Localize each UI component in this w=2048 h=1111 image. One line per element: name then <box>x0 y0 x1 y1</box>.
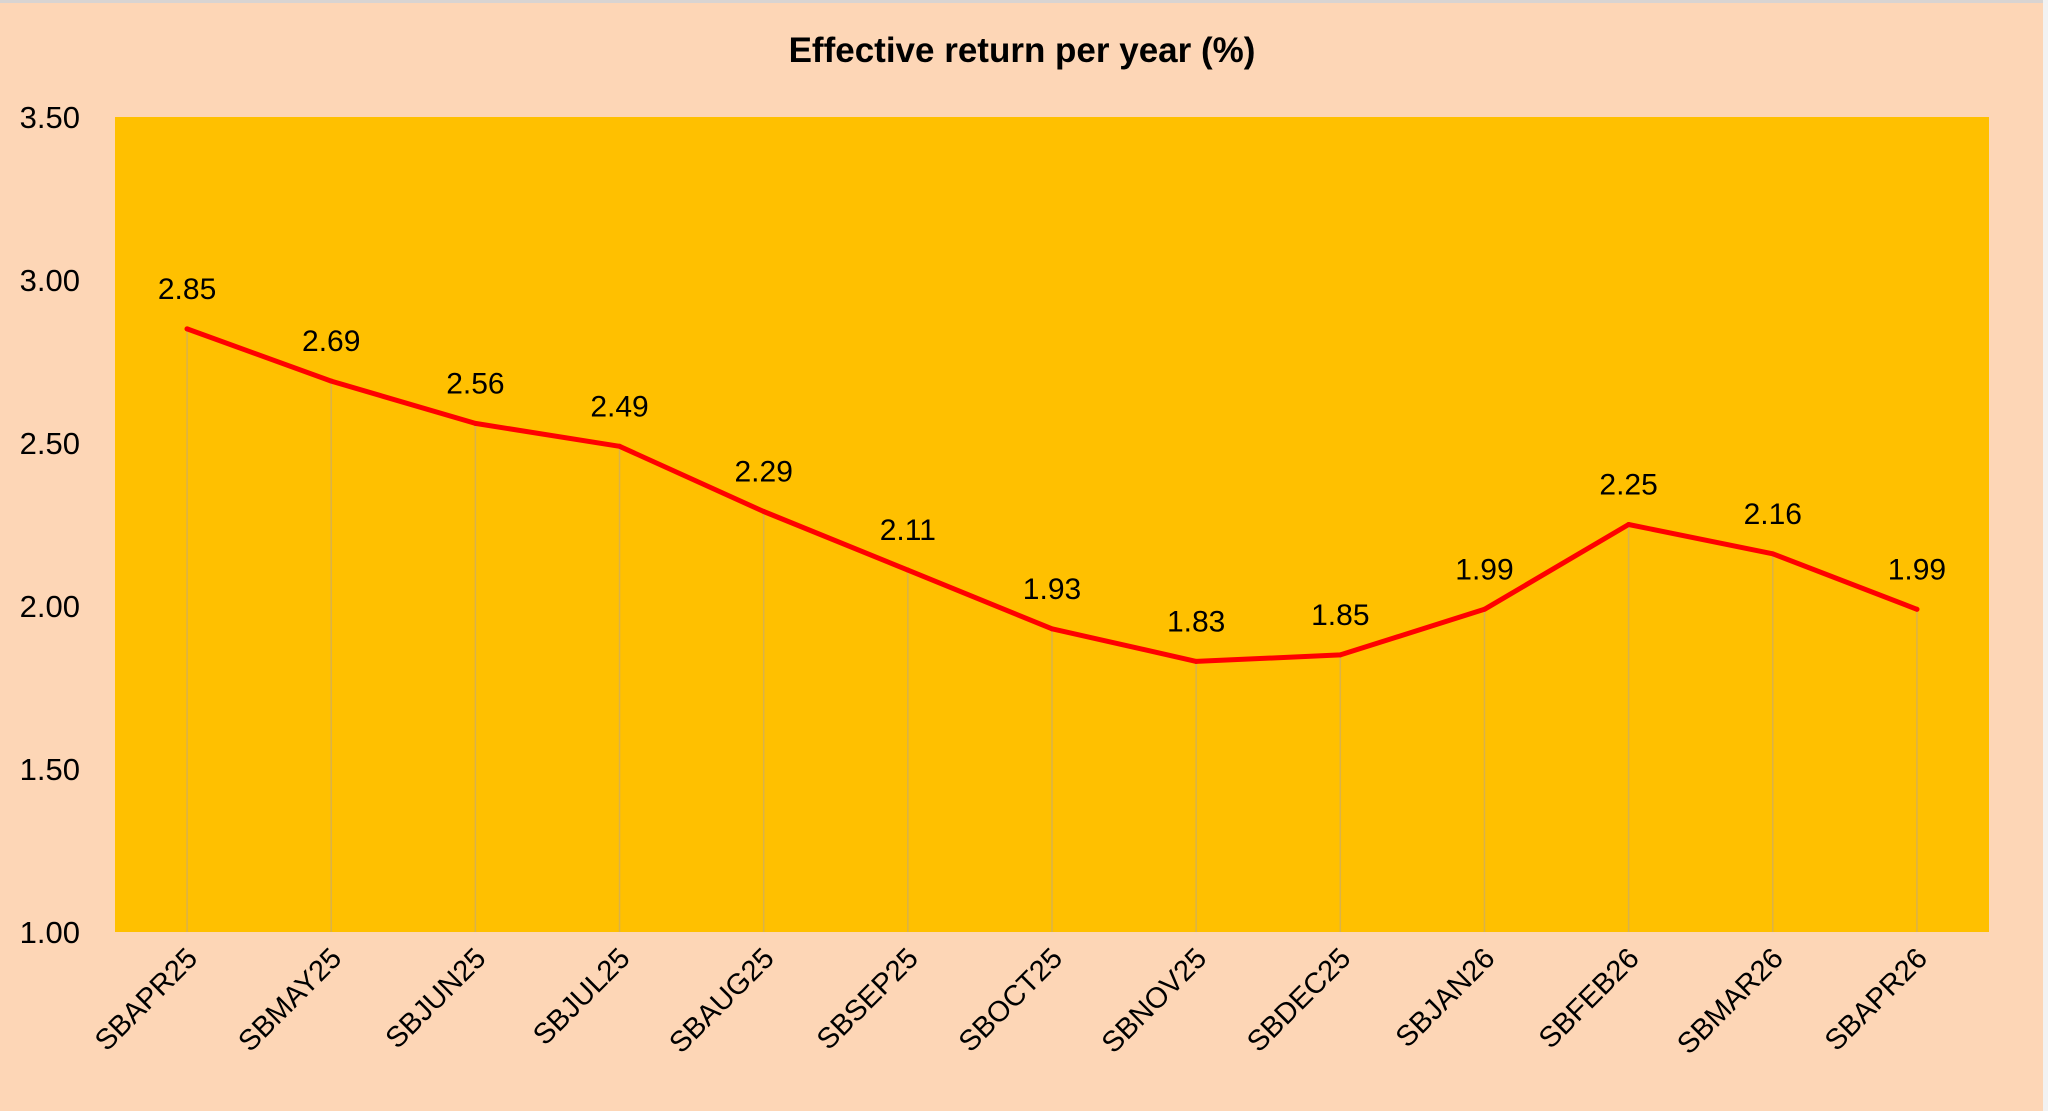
data-point <box>1626 522 1632 527</box>
data-labels: 2.85 2.69 2.56 2.49 2.29 2.11 1.93 1.83 1.85 1.99… <box>158 273 1946 664</box>
data-point <box>328 378 334 384</box>
data-label: 1.93 <box>1023 573 1081 606</box>
x-tick-label: SBFEB26 <box>1533 942 1646 1055</box>
data-point <box>472 420 478 426</box>
data-label: 1.99 <box>1888 553 1946 586</box>
data-point <box>905 567 911 573</box>
x-tick-label: SBDEC25 <box>1241 942 1357 1058</box>
data-point <box>761 508 767 514</box>
x-tick-label: SBSEP25 <box>811 942 925 1056</box>
x-tick-label: SBMAY25 <box>232 942 348 1058</box>
drop-lines <box>186 328 1918 932</box>
right-border <box>2043 0 2048 1111</box>
data-label: 2.25 <box>1599 469 1657 502</box>
top-border <box>0 0 2048 3</box>
data-point <box>1481 606 1487 612</box>
x-tick-label: SBJUL25 <box>527 942 636 1051</box>
x-tick-label: SBJUN25 <box>380 942 493 1055</box>
data-label: 2.29 <box>734 455 792 488</box>
chart-title: Effective return per year (%) <box>789 31 1256 70</box>
x-tick-label: SBMAR26 <box>1671 942 1789 1060</box>
data-label: 2.11 <box>880 514 936 547</box>
data-label: 2.69 <box>302 325 360 358</box>
data-label: 2.16 <box>1744 498 1802 531</box>
data-point <box>184 326 190 332</box>
data-point <box>1193 658 1199 664</box>
data-label: 2.56 <box>446 367 504 400</box>
data-point <box>1337 652 1343 658</box>
x-tick-label: SBOCT25 <box>953 942 1069 1058</box>
y-tick-label: 2.00 <box>20 589 80 624</box>
data-point <box>1914 606 1920 612</box>
data-point <box>617 443 623 449</box>
data-label: 1.85 <box>1311 599 1369 632</box>
data-label: 2.49 <box>590 390 648 423</box>
data-label: 1.99 <box>1455 553 1513 586</box>
x-tick-label: SBAPR25 <box>89 942 204 1057</box>
y-tick-label: 1.00 <box>20 915 80 950</box>
y-tick-label: 2.50 <box>20 426 80 461</box>
y-axis-ticks: 1.00 1.50 2.00 2.50 3.00 3.50 <box>20 100 80 950</box>
data-label: 2.85 <box>158 273 216 306</box>
data-point <box>1770 551 1776 557</box>
x-tick-label: SBAPR26 <box>1819 942 1934 1057</box>
y-tick-label: 3.00 <box>20 263 80 298</box>
x-tick-label: SBNOV25 <box>1096 942 1213 1059</box>
x-tick-label: SBAUG25 <box>663 942 780 1059</box>
x-axis-ticks: SBAPR25 SBMAY25 SBJUN25 SBJUL25 SBAUG25 SBSEP… <box>89 942 1934 1060</box>
y-tick-label: 3.50 <box>20 100 80 135</box>
y-tick-label: 1.50 <box>20 752 80 787</box>
data-point <box>1049 626 1055 632</box>
x-tick-label: SBJAN26 <box>1390 942 1502 1054</box>
data-label: 1.83 <box>1167 605 1225 638</box>
